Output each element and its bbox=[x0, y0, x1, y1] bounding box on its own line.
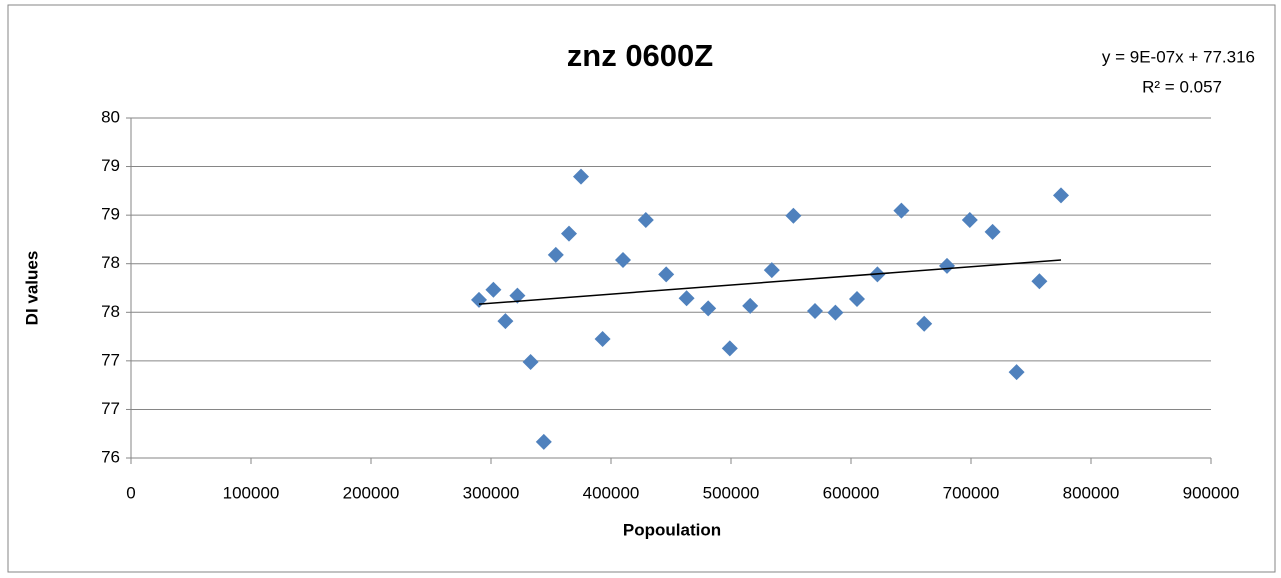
trendline bbox=[478, 259, 1062, 305]
data-point bbox=[1053, 187, 1069, 204]
x-tick-label: 0 bbox=[126, 483, 135, 502]
data-point bbox=[700, 300, 717, 317]
data-point bbox=[939, 257, 955, 274]
chart-title: znz 0600Z bbox=[567, 38, 714, 73]
y-tick-label: 79 bbox=[101, 205, 120, 224]
y-tick-label: 78 bbox=[101, 253, 120, 272]
data-point bbox=[1031, 273, 1048, 290]
data-point bbox=[827, 304, 844, 321]
data-point bbox=[961, 212, 978, 228]
y-tick-label: 78 bbox=[101, 302, 120, 321]
data-point bbox=[547, 246, 564, 263]
y-axis-title: DI values bbox=[22, 251, 41, 326]
data-point bbox=[637, 212, 654, 228]
data-point bbox=[561, 225, 577, 242]
x-tick-label: 200000 bbox=[343, 483, 400, 502]
data-point bbox=[658, 266, 675, 283]
y-tick-label: 80 bbox=[101, 107, 120, 126]
data-point bbox=[916, 315, 933, 332]
x-tick-label: 100000 bbox=[223, 483, 280, 502]
data-point bbox=[763, 262, 780, 279]
chart-border bbox=[7, 4, 1276, 573]
data-point bbox=[485, 281, 502, 298]
trend-r-squared: R² = 0.057 bbox=[1142, 77, 1222, 96]
x-tick-label: 400000 bbox=[583, 483, 640, 502]
data-point bbox=[535, 433, 552, 450]
data-point bbox=[893, 202, 910, 219]
data-point bbox=[615, 251, 631, 268]
data-point bbox=[509, 287, 526, 304]
x-tick-label: 700000 bbox=[943, 483, 1000, 502]
x-tick-label: 800000 bbox=[1063, 483, 1120, 502]
data-point bbox=[742, 297, 759, 314]
y-tick-label: 79 bbox=[101, 156, 120, 175]
y-tick-label: 77 bbox=[101, 350, 120, 369]
data-point bbox=[1008, 364, 1025, 381]
x-tick-label: 900000 bbox=[1183, 483, 1240, 502]
data-point bbox=[807, 302, 823, 319]
data-point bbox=[984, 223, 1001, 240]
data-point bbox=[497, 313, 514, 330]
x-axis-title: Popoulation bbox=[623, 520, 721, 539]
data-point bbox=[594, 331, 611, 347]
x-tick-label: 500000 bbox=[703, 483, 760, 502]
trend-equation: y = 9E-07x + 77.316 bbox=[1102, 47, 1255, 66]
y-tick-label: 76 bbox=[101, 447, 120, 466]
data-point bbox=[721, 340, 738, 357]
x-tick-label: 600000 bbox=[823, 483, 880, 502]
data-point bbox=[849, 291, 865, 308]
y-tick-label: 77 bbox=[101, 399, 120, 418]
x-tick-label: 300000 bbox=[463, 483, 520, 502]
data-point bbox=[522, 353, 539, 370]
data-point bbox=[573, 168, 589, 185]
data-point bbox=[678, 290, 695, 307]
data-point bbox=[785, 207, 802, 224]
